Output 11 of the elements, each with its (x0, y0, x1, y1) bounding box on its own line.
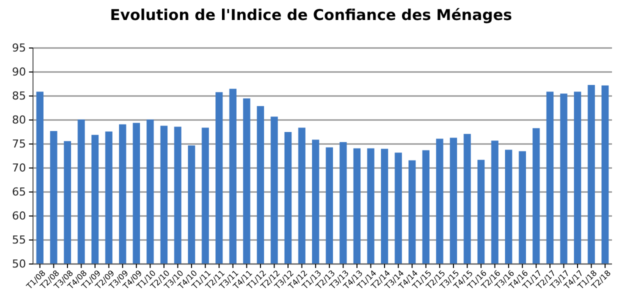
y-tick-label: 55 (12, 234, 26, 247)
y-tick-label: 65 (12, 186, 26, 199)
y-tick-label: 80 (12, 114, 26, 127)
y-tick-label: 70 (12, 162, 26, 175)
y-tick-label: 85 (12, 90, 26, 103)
y-tick-label: 90 (12, 66, 26, 79)
chart-title: Evolution de l'Indice de Confiance des Ménages (110, 6, 512, 24)
y-tick-label: 95 (12, 42, 26, 55)
y-tick-label: 50 (12, 258, 26, 271)
y-tick-label: 75 (12, 138, 26, 151)
y-tick-label: 60 (12, 210, 26, 223)
